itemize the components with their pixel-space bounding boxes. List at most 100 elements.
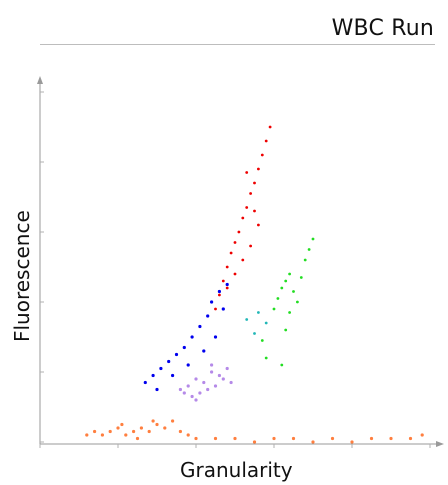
scatter-point-0-16 (213, 436, 218, 441)
scatter-point-2-4 (174, 352, 179, 357)
x-axis-arrow (436, 441, 444, 447)
scatter-point-4-4 (288, 272, 291, 276)
scatter-point-0-9 (163, 426, 167, 430)
page-title: WBC Run (331, 16, 434, 41)
scatter-point-0-21 (311, 440, 315, 444)
scatter-point-1-1 (186, 384, 190, 388)
scatter-point-2-17 (221, 307, 225, 311)
scatter-point-0-22 (330, 436, 335, 441)
scatter-point-0-28 (120, 422, 124, 427)
scatter-point-3-10 (253, 181, 256, 185)
scatter-point-2-9 (210, 300, 214, 304)
scatter-point-4-12 (260, 339, 264, 342)
scatter-point-0-25 (389, 436, 393, 441)
scatter-point-3-21 (253, 209, 256, 213)
scatter-point-0-24 (369, 436, 374, 441)
scatter-point-5-0 (245, 318, 249, 321)
scatter-point-1-0 (178, 387, 182, 392)
scatter-point-1-3 (202, 380, 206, 385)
scatter-point-1-2 (194, 377, 198, 381)
scatter-point-3-17 (241, 258, 245, 262)
scatter-point-2-2 (159, 366, 163, 371)
scatter-point-0-3 (116, 426, 120, 430)
scatter-point-0-4 (124, 433, 128, 437)
scatter-point-3-19 (257, 223, 260, 227)
scatter-point-1-10 (221, 377, 225, 381)
scatter-point-4-8 (303, 258, 307, 262)
scatter-point-3-9 (249, 192, 253, 195)
scatter-point-5-2 (257, 311, 260, 314)
scatter-point-0-23 (350, 440, 354, 444)
x-axis-label: Granularity (180, 458, 293, 482)
scatter-point-1-9 (213, 384, 218, 388)
scatter-point-3-12 (260, 153, 264, 157)
scatter-points (85, 125, 424, 444)
scatter-point-3-4 (229, 251, 233, 255)
scatter-point-2-14 (186, 363, 190, 367)
scatter-point-3-8 (245, 206, 249, 209)
scatter-point-2-15 (202, 349, 206, 353)
scatter-point-0-11 (135, 436, 140, 441)
scatter-point-0-10 (171, 419, 175, 423)
scatter-point-1-14 (182, 391, 186, 395)
scatter-point-4-13 (264, 356, 268, 360)
scatter-point-2-12 (155, 387, 159, 392)
scatter-point-4-3 (284, 279, 288, 283)
scatter-point-3-15 (225, 286, 229, 290)
scatter-point-4-9 (307, 248, 311, 251)
scatter-point-4-0 (272, 307, 276, 311)
scatter-point-3-3 (225, 265, 229, 269)
scatter-point-1-11 (190, 394, 194, 399)
scatter-point-4-5 (292, 290, 295, 293)
scatter-point-4-15 (311, 237, 315, 241)
scatter-point-0-13 (178, 429, 182, 434)
scatter-point-1-5 (217, 373, 221, 378)
scatter-point-4-2 (280, 286, 284, 290)
scatter-point-3-7 (241, 216, 245, 220)
scatter-point-0-7 (147, 429, 151, 434)
scatter-point-2-10 (217, 289, 221, 294)
scatter-point-0-27 (420, 433, 424, 437)
scatter-point-2-1 (151, 373, 155, 378)
scatter-point-5-1 (253, 332, 256, 335)
scatter-point-2-8 (206, 314, 210, 318)
scatter-point-4-10 (288, 311, 291, 314)
scatter-point-0-5 (132, 429, 136, 434)
scatter-point-1-6 (225, 366, 229, 371)
scatter-point-0-0 (93, 429, 97, 434)
scatter-point-4-11 (284, 328, 288, 332)
scatter-point-3-6 (237, 230, 241, 234)
scatter-point-4-14 (280, 363, 284, 367)
scatter-point-0-19 (272, 436, 276, 441)
scatter-point-4-7 (299, 276, 303, 279)
scatter-point-1-4 (210, 370, 214, 374)
scatter-point-3-20 (245, 171, 249, 174)
scatter-point-0-17 (233, 436, 237, 441)
scatter-point-3-1 (218, 293, 221, 297)
scatter-point-1-12 (210, 363, 214, 367)
y-axis-ticks (40, 91, 44, 443)
scatter-point-2-13 (171, 373, 175, 378)
scatter-point-2-0 (143, 380, 147, 385)
scatter-point-3-13 (264, 139, 268, 143)
scatter-point-1-15 (229, 380, 233, 385)
scatter-point-2-6 (190, 335, 194, 339)
scatter-point-0-18 (252, 440, 257, 444)
scatter-point-0-12 (85, 433, 89, 437)
scatter-point-3-16 (233, 272, 237, 276)
scatter-point-3-2 (221, 279, 225, 283)
scatter-point-3-0 (214, 307, 217, 311)
scatter-point-1-7 (198, 391, 202, 395)
scatter-point-2-5 (182, 345, 186, 350)
scatter-point-0-26 (408, 436, 413, 441)
scatter-point-5-3 (264, 321, 268, 325)
title-divider (40, 44, 435, 45)
scatter-point-3-18 (249, 244, 253, 248)
scatter-point-4-1 (276, 297, 280, 300)
scatter-point-1-13 (194, 398, 198, 402)
x-axis-ticks (39, 444, 431, 448)
scatter-point-0-8 (155, 422, 159, 427)
scatter-point-2-16 (213, 335, 218, 339)
scatter-point-3-11 (257, 167, 260, 171)
